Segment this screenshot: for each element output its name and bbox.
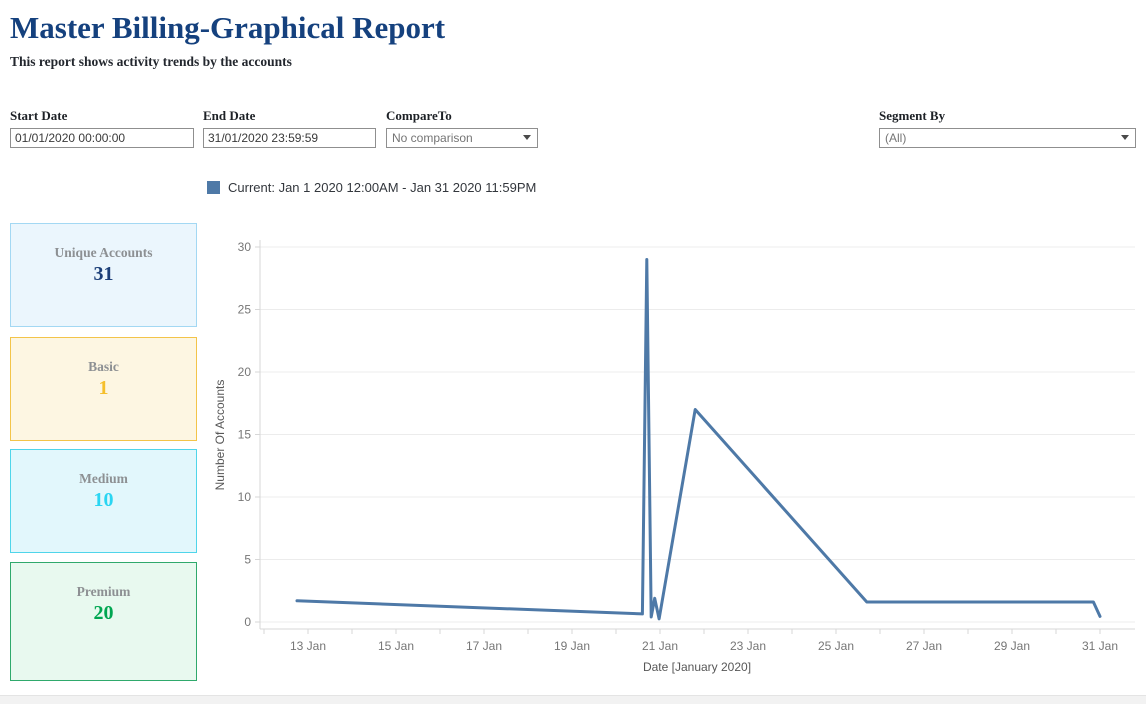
compareto-selected-value: No comparison	[392, 131, 473, 145]
line-chart-panel: 0 5 10 15 20 25 30 13 Jan 15 Jan 17 Jan 19 Jan 21 J…	[210, 230, 1146, 676]
y-axis-title: Number Of Accounts	[213, 380, 227, 491]
svg-text:21 Jan: 21 Jan	[642, 639, 678, 653]
svg-text:23 Jan: 23 Jan	[730, 639, 766, 653]
kpi-card-value: 31	[93, 263, 114, 285]
start-date-input[interactable]	[10, 128, 194, 148]
start-date-filter: Start Date	[10, 108, 194, 148]
compareto-select[interactable]: No comparison	[386, 128, 538, 148]
kpi-card-value: 10	[93, 489, 114, 511]
kpi-card-medium[interactable]: Medium 10	[10, 449, 197, 553]
x-axis-title: Date [January 2020]	[643, 660, 751, 674]
chevron-down-icon	[523, 135, 531, 140]
kpi-card-value: 1	[98, 377, 109, 399]
legend-swatch-icon	[207, 181, 220, 194]
legend-series-label: Current: Jan 1 2020 12:00AM - Jan 31 202…	[228, 180, 537, 195]
end-date-label: End Date	[203, 108, 256, 123]
horizontal-scrollbar[interactable]	[0, 695, 1146, 704]
kpi-card-value: 20	[93, 602, 114, 624]
compareto-label: CompareTo	[386, 108, 452, 123]
segment-by-filter: Segment By (All)	[879, 108, 1136, 148]
svg-text:17 Jan: 17 Jan	[466, 639, 502, 653]
kpi-card-label: Unique Accounts	[54, 245, 153, 260]
page-title: Master Billing-Graphical Report	[10, 10, 446, 45]
svg-text:15: 15	[238, 428, 252, 442]
svg-text:27 Jan: 27 Jan	[906, 639, 942, 653]
chevron-down-icon	[1121, 135, 1129, 140]
svg-text:25: 25	[238, 303, 252, 317]
svg-text:30: 30	[238, 240, 252, 254]
kpi-card-label: Medium	[79, 471, 128, 486]
svg-text:13 Jan: 13 Jan	[290, 639, 326, 653]
svg-text:19 Jan: 19 Jan	[554, 639, 590, 653]
kpi-card-premium[interactable]: Premium 20	[10, 562, 197, 681]
svg-text:31 Jan: 31 Jan	[1082, 639, 1118, 653]
kpi-card-label: Basic	[88, 359, 119, 374]
segment-by-selected-value: (All)	[885, 131, 907, 145]
end-date-filter: End Date	[203, 108, 376, 148]
svg-text:0: 0	[244, 615, 251, 629]
svg-text:10: 10	[238, 490, 252, 504]
kpi-card-basic[interactable]: Basic 1	[10, 337, 197, 441]
compareto-filter: CompareTo No comparison	[386, 108, 538, 148]
svg-text:15 Jan: 15 Jan	[378, 639, 414, 653]
svg-text:29 Jan: 29 Jan	[994, 639, 1030, 653]
line-chart[interactable]: 0 5 10 15 20 25 30 13 Jan 15 Jan 17 Jan 19 Jan 21 J…	[210, 230, 1146, 676]
page-subtitle: This report shows activity trends by the…	[10, 54, 292, 69]
svg-text:25 Jan: 25 Jan	[818, 639, 854, 653]
svg-text:5: 5	[244, 553, 251, 567]
chart-legend: Current: Jan 1 2020 12:00AM - Jan 31 202…	[207, 180, 536, 195]
chart-gridlines	[260, 246, 1135, 623]
svg-text:20: 20	[238, 365, 252, 379]
kpi-card-label: Premium	[76, 584, 131, 599]
end-date-input[interactable]	[203, 128, 376, 148]
kpi-card-unique-accounts[interactable]: Unique Accounts 31	[10, 223, 197, 327]
chart-axes: 0 5 10 15 20 25 30 13 Jan 15 Jan 17 Jan 19 Jan 21 J…	[238, 240, 1135, 653]
segment-by-label: Segment By	[879, 108, 946, 123]
chart-series-line	[295, 258, 1102, 621]
segment-by-select[interactable]: (All)	[879, 128, 1136, 148]
start-date-label: Start Date	[10, 108, 68, 123]
